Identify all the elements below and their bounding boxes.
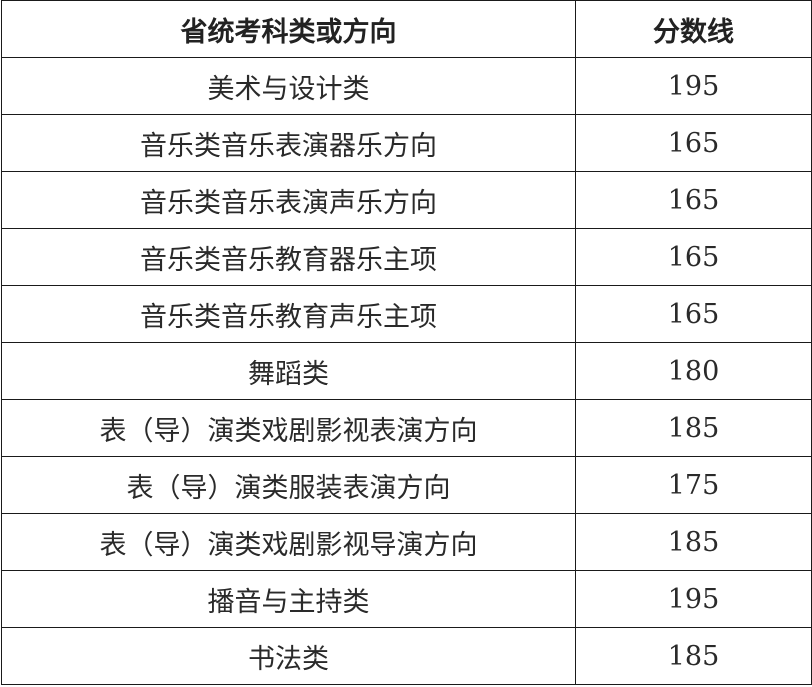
score-cell: 180 (575, 342, 812, 400)
category-cell: 表（导）演类服装表演方向 (1, 456, 576, 514)
score-cell: 185 (575, 627, 812, 685)
table-row: 舞蹈类 180 (1, 342, 812, 400)
table-row: 音乐类音乐教育器乐主项 165 (1, 228, 812, 286)
category-cell: 音乐类音乐表演器乐方向 (1, 114, 576, 172)
category-cell: 音乐类音乐表演声乐方向 (1, 171, 576, 229)
category-cell: 表（导）演类戏剧影视表演方向 (1, 399, 576, 457)
table-header-row: 省统考科类或方向 分数线 (1, 0, 812, 58)
category-cell: 书法类 (1, 627, 576, 685)
table-row: 美术与设计类 195 (1, 57, 812, 115)
score-cell: 175 (575, 456, 812, 514)
header-score: 分数线 (575, 0, 812, 58)
table-row: 表（导）演类戏剧影视导演方向 185 (1, 513, 812, 571)
table-row: 音乐类音乐表演器乐方向 165 (1, 114, 812, 172)
table-row: 书法类 185 (1, 627, 812, 685)
category-cell: 表（导）演类戏剧影视导演方向 (1, 513, 576, 571)
score-cell: 195 (575, 570, 812, 628)
table-row: 表（导）演类服装表演方向 175 (1, 456, 812, 514)
header-category: 省统考科类或方向 (1, 0, 576, 58)
table-row: 播音与主持类 195 (1, 570, 812, 628)
table-row: 表（导）演类戏剧影视表演方向 185 (1, 399, 812, 457)
score-cell: 185 (575, 399, 812, 457)
category-cell: 美术与设计类 (1, 57, 576, 115)
table-row: 音乐类音乐表演声乐方向 165 (1, 171, 812, 229)
score-cell: 165 (575, 171, 812, 229)
score-cell: 165 (575, 114, 812, 172)
score-cell: 185 (575, 513, 812, 571)
category-cell: 舞蹈类 (1, 342, 576, 400)
score-cell: 165 (575, 285, 812, 343)
table-row: 音乐类音乐教育声乐主项 165 (1, 285, 812, 343)
score-cell: 195 (575, 57, 812, 115)
score-cell: 165 (575, 228, 812, 286)
category-cell: 音乐类音乐教育声乐主项 (1, 285, 576, 343)
category-cell: 播音与主持类 (1, 570, 576, 628)
category-cell: 音乐类音乐教育器乐主项 (1, 228, 576, 286)
